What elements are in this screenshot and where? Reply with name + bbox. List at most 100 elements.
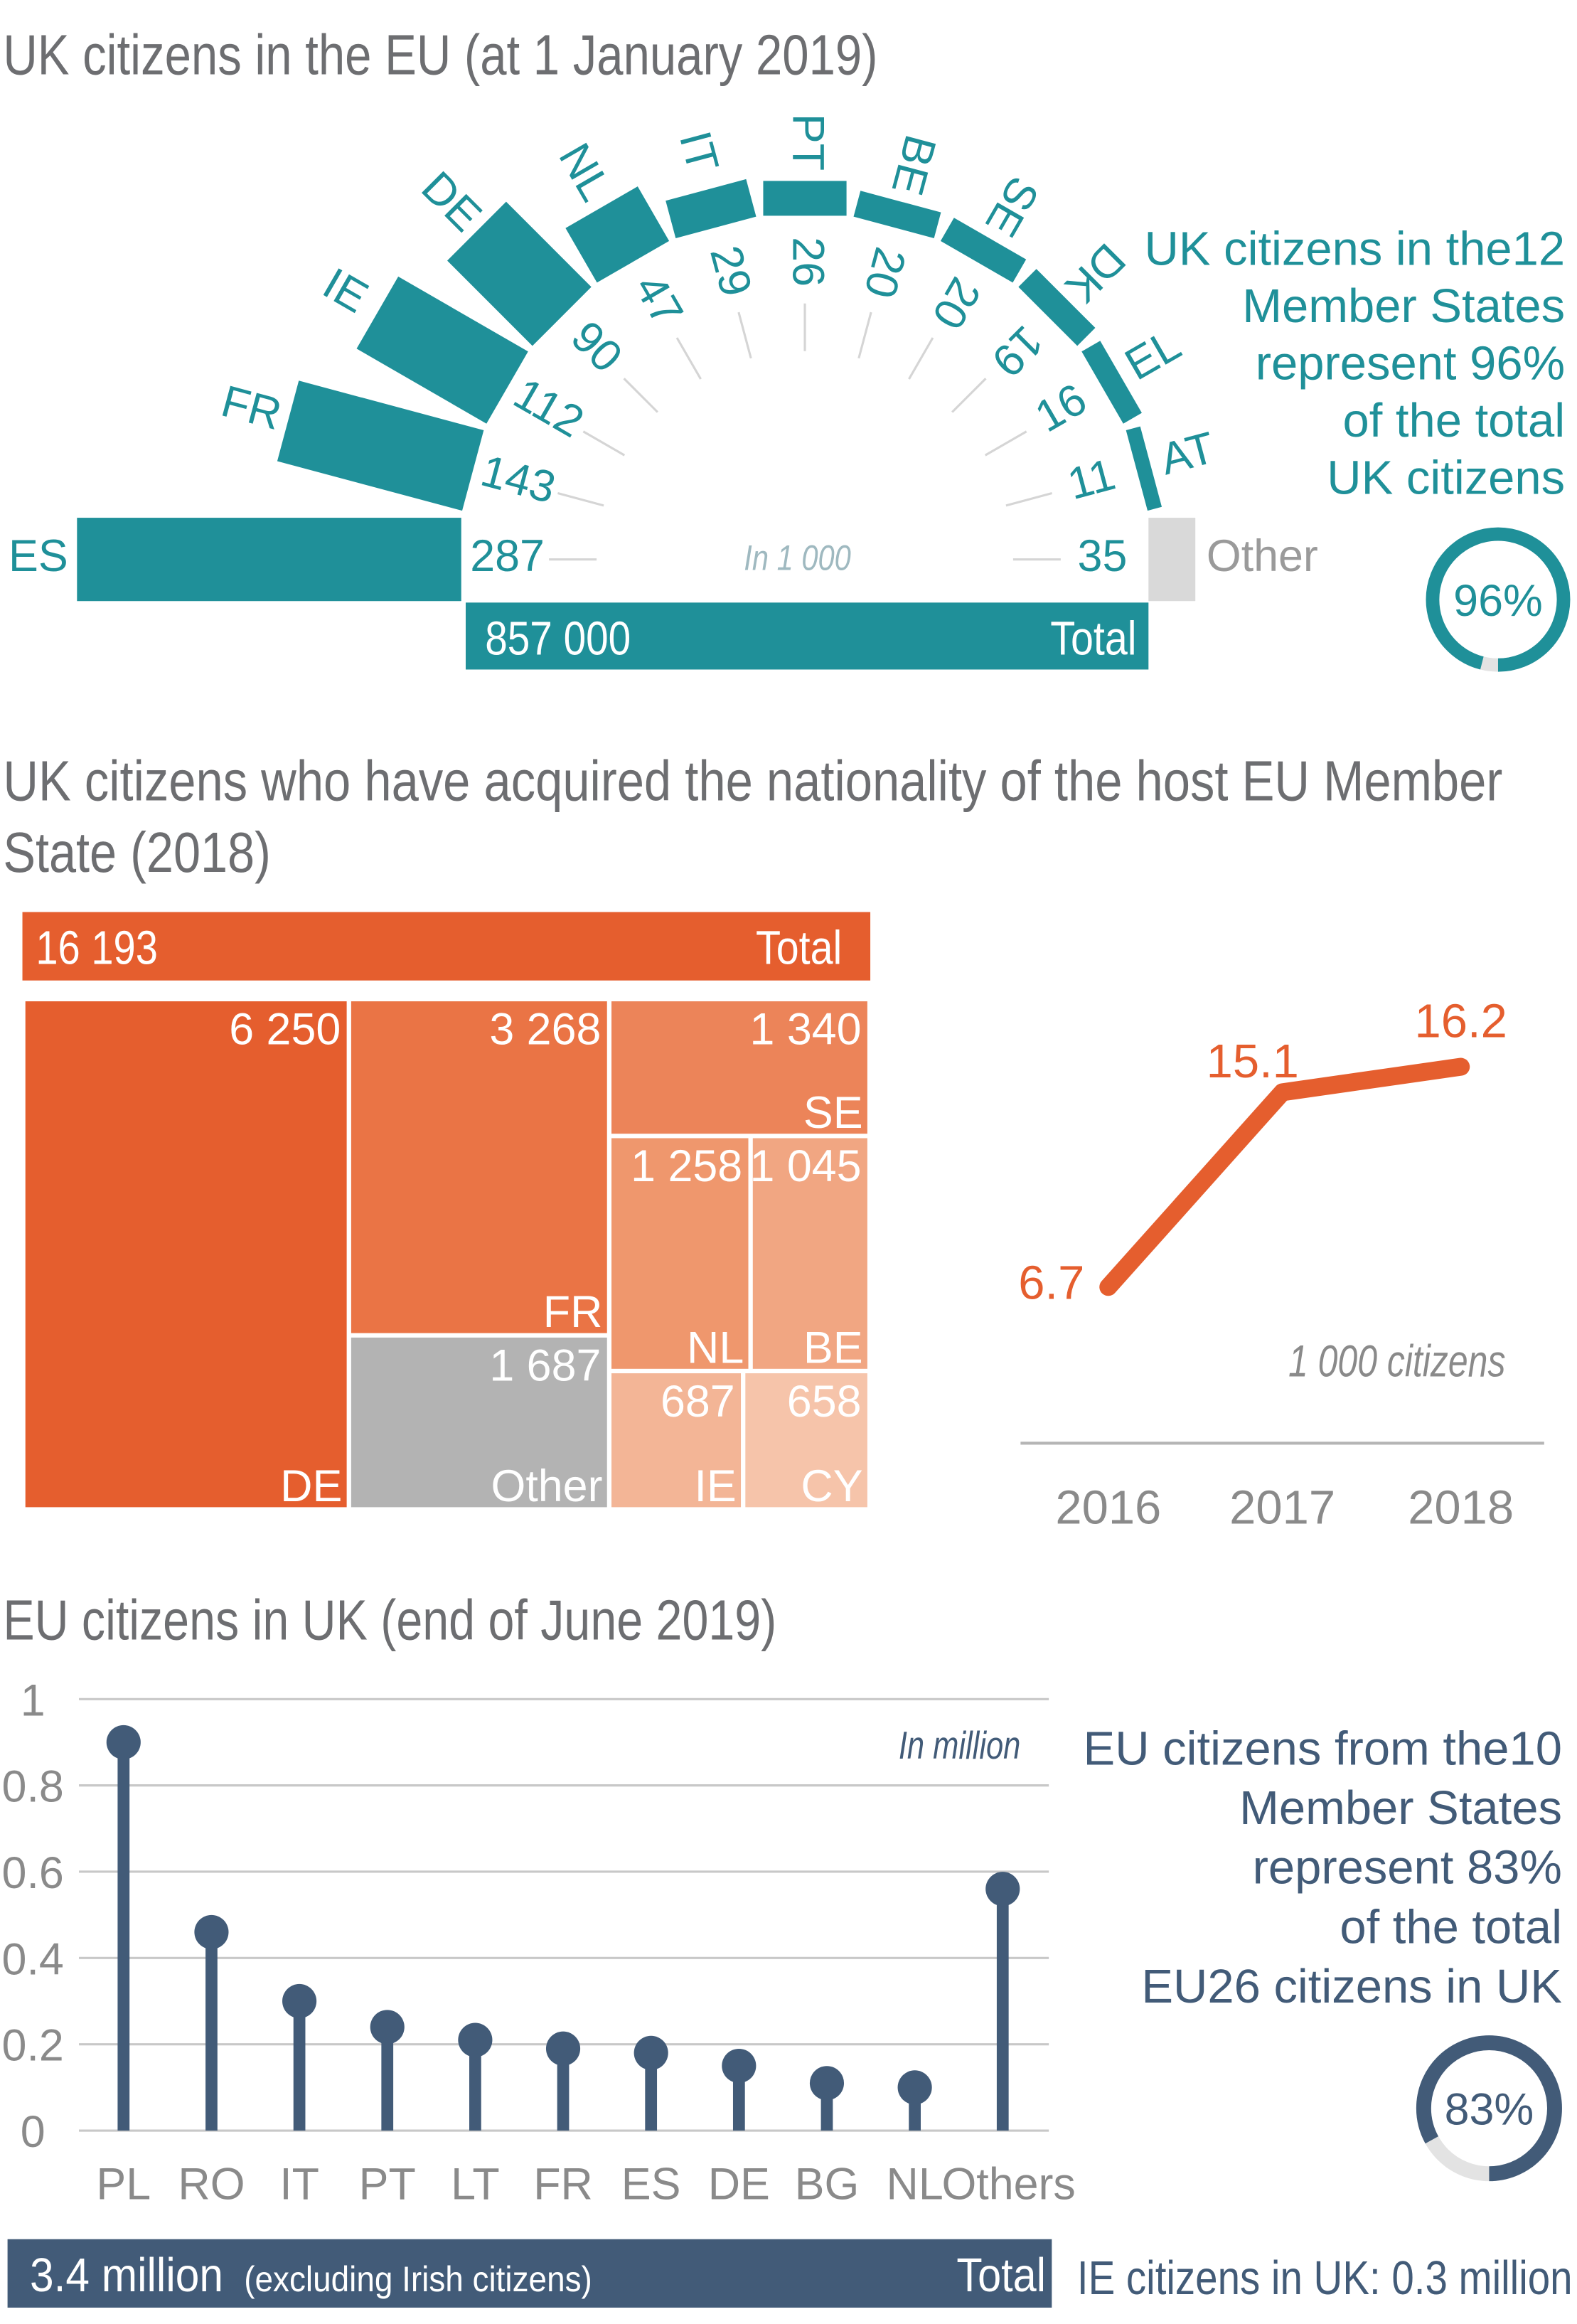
treemap-rect — [752, 1138, 867, 1369]
treemap-cell-other: 1 687 Other — [351, 1337, 607, 1511]
radial-bar — [77, 518, 461, 602]
lollipop-dot — [370, 2010, 405, 2045]
radial-bar-pt — [763, 181, 847, 351]
note-line: EU citizens from the10 — [1084, 1722, 1562, 1775]
radial-bar — [763, 181, 847, 216]
line-x-label: 2018 — [1408, 1481, 1514, 1534]
treemap-rect — [351, 1337, 607, 1508]
treemap-value: 687 — [661, 1377, 735, 1427]
radial-country-label: FR — [216, 376, 287, 439]
lollipop-stem — [381, 2027, 394, 2131]
lollipop-title: EU citizens in UK (end of June 2019) — [3, 1589, 776, 1652]
y-tick-label: 0 — [21, 2107, 46, 2157]
radial-value-label: 20 — [922, 270, 990, 337]
radial-bar — [665, 178, 757, 238]
radial-value-label: 29 — [700, 241, 761, 302]
note-line: Member States — [1242, 279, 1565, 333]
treemap-rect — [611, 1138, 749, 1369]
treemap-code: CY — [801, 1461, 862, 1511]
radial-bar — [565, 186, 670, 283]
lollipop-pl: PL — [96, 1725, 151, 2209]
lollipop-dot — [985, 1872, 1020, 1907]
x-category-label: RO — [178, 2159, 245, 2209]
y-tick-label: 0.4 — [2, 1934, 64, 1984]
y-tick-label: 1 — [21, 1675, 46, 1725]
treemap-code: NL — [687, 1323, 744, 1372]
x-category-label: PL — [96, 2159, 151, 2209]
treemap-code: DE — [280, 1461, 342, 1511]
treemap-value: 1 045 — [749, 1141, 861, 1191]
treemap-total-label: Total — [756, 922, 842, 975]
radial-bar-ie — [356, 276, 626, 457]
radial-bar-nl — [565, 186, 702, 380]
treemap-code: Other — [491, 1461, 603, 1511]
radial-bar-fr — [277, 380, 604, 511]
treemap-rect — [25, 1001, 347, 1508]
treemap-total-bar — [22, 912, 871, 981]
treemap-rect — [351, 1001, 607, 1333]
radial-country-label: BE — [882, 130, 946, 201]
lollipop-dot — [897, 2070, 932, 2105]
lollipop-stem — [293, 2000, 306, 2131]
radial-bar — [356, 276, 528, 424]
radial-tick — [557, 492, 604, 507]
ie-citizens-note: IE citizens in UK: 0.3 million — [1077, 2251, 1573, 2305]
radial-bar-other — [1012, 518, 1196, 602]
lollipop-de: DE — [708, 2048, 770, 2209]
radial-bar — [1126, 426, 1162, 511]
radial-bar-es — [77, 518, 597, 602]
lollipop-unit-note: In million — [899, 1724, 1021, 1767]
radial-total-label: Total — [1050, 612, 1136, 666]
lollipop-dot — [722, 2048, 757, 2084]
x-category-label: NL — [887, 2159, 943, 2209]
donut-arc — [1426, 527, 1571, 672]
radial-country-label: PT — [783, 114, 833, 171]
treemap-value: 1 340 — [749, 1005, 861, 1055]
lollipop-it: IT — [279, 1983, 319, 2209]
y-tick-label: 0.2 — [2, 2021, 64, 2071]
treemap-cell-nl: 1 258 NL — [611, 1138, 749, 1372]
lollipop-stem — [205, 1931, 218, 2131]
treemap-cell-cy: 658 CY — [745, 1373, 867, 1511]
treemap-rect — [611, 1001, 867, 1134]
radial-tick — [984, 430, 1027, 457]
treemap-rect — [611, 1373, 742, 1508]
line-chart: 6.7 2016 15.1 2017 16.2 2018 — [1018, 994, 1544, 1534]
lollipop-total-note: (excluding Irish citizens) — [244, 2259, 592, 2299]
treemap-title-line-1: UK citizens who have acquired the nation… — [3, 750, 1502, 813]
lollipop-pt: PT — [359, 2010, 416, 2209]
treemap-code: FR — [543, 1287, 603, 1337]
treemap-value: 1 687 — [489, 1341, 601, 1391]
lollipop-stem — [645, 2052, 658, 2131]
line-value-label: 15.1 — [1207, 1035, 1299, 1088]
radial-country-label: SE — [975, 169, 1048, 245]
x-category-label: FR — [533, 2159, 593, 2209]
lollipop-ro: RO — [178, 1914, 245, 2209]
note-line: Member States — [1239, 1781, 1562, 1835]
radial-tick — [623, 378, 659, 413]
lollipop-others: Others — [941, 1872, 1076, 2209]
line-x-label: 2016 — [1055, 1481, 1161, 1534]
line-value-label: 6.7 — [1018, 1256, 1084, 1309]
note-line: of the total — [1343, 394, 1566, 447]
treemap-cell-se: 1 340 SE — [611, 1001, 867, 1138]
radial-country-label: ES — [9, 531, 68, 581]
lollipop-total-value: 3.4 million — [30, 2249, 223, 2302]
x-category-label: Others — [941, 2159, 1075, 2209]
radial-value-label: 11 — [1063, 449, 1121, 509]
treemap-value: 3 268 — [489, 1005, 601, 1055]
radial-bar-de — [447, 201, 659, 413]
donut-label: 96% — [1453, 576, 1543, 626]
treemap-total-value: 16 193 — [36, 922, 158, 975]
line-series — [1099, 1057, 1470, 1296]
treemap-rect — [745, 1373, 867, 1508]
radial-bar — [1148, 518, 1196, 602]
radial-unit-note: In 1 000 — [744, 538, 851, 577]
treemap-value: 6 250 — [229, 1005, 341, 1055]
radial-bar — [940, 218, 1027, 283]
radial-bar — [853, 191, 941, 238]
lollipop-stem — [469, 2040, 481, 2131]
lollipop-nl: NL — [887, 2070, 943, 2209]
